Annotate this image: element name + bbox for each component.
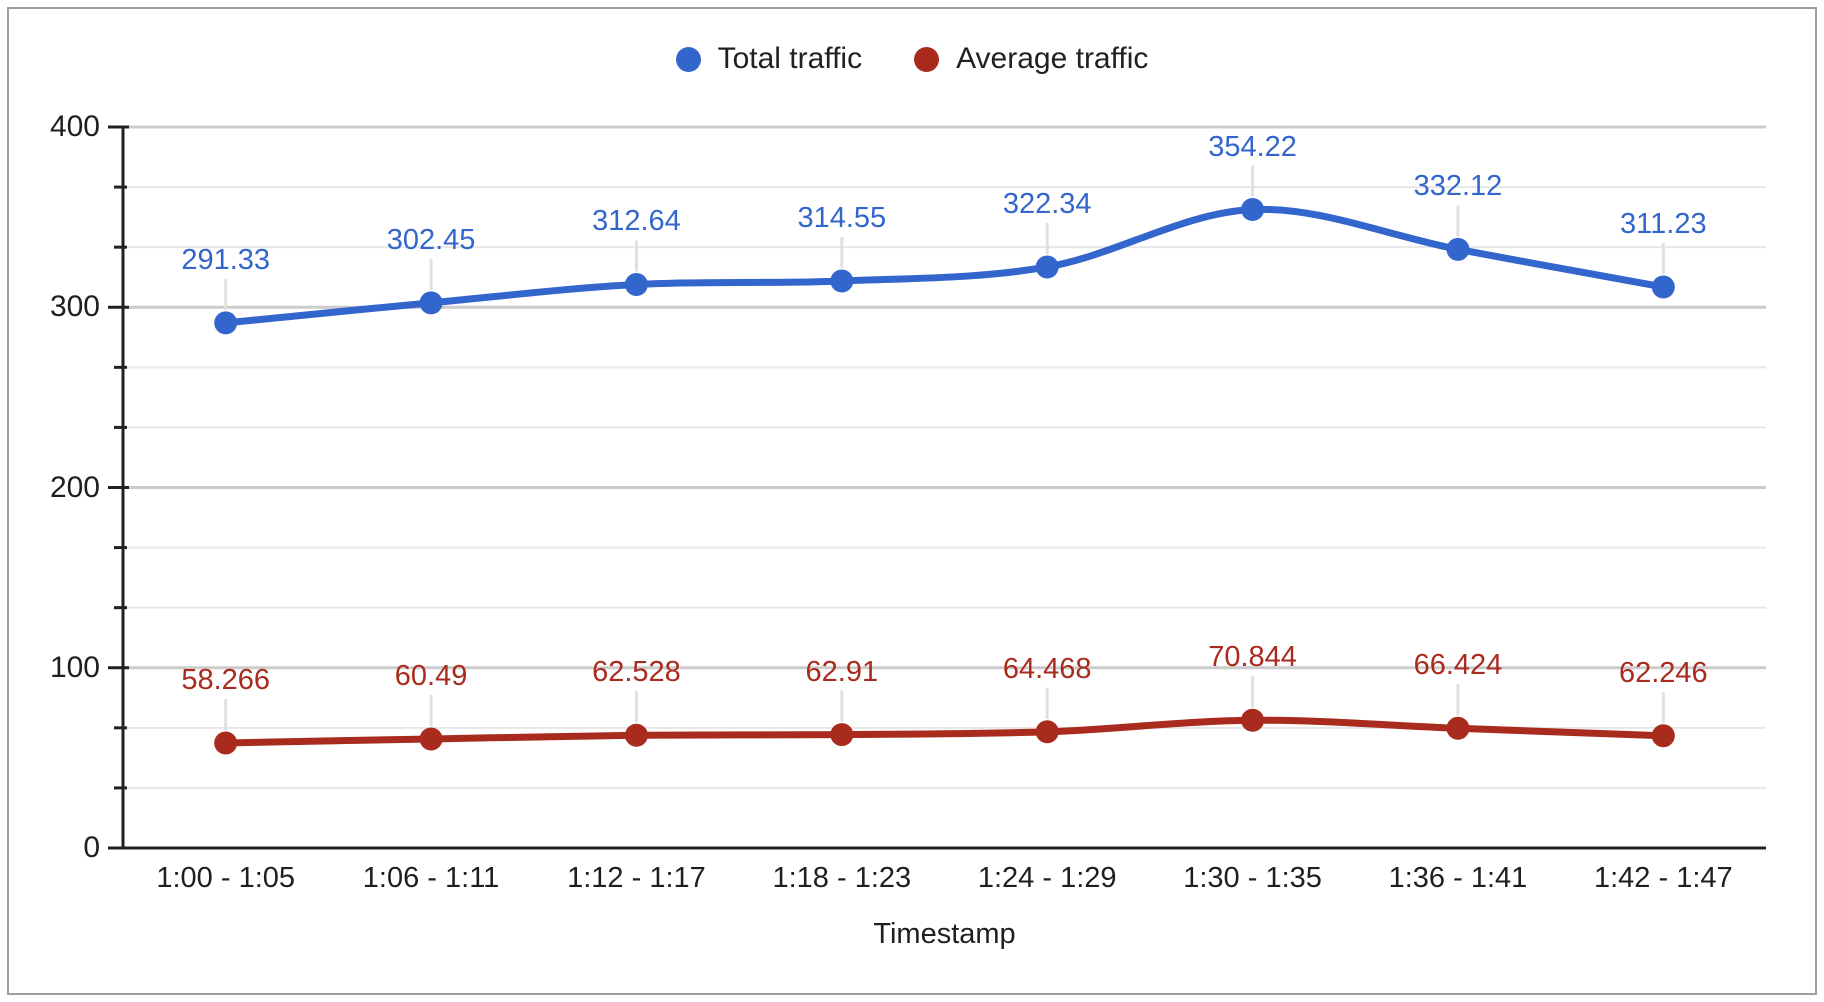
data-point-average-traffic[interactable]	[214, 731, 238, 755]
data-point-total-traffic[interactable]	[1241, 198, 1265, 222]
chart-frame	[7, 7, 1817, 995]
data-point-total-traffic[interactable]	[1035, 255, 1059, 279]
data-point-total-traffic[interactable]	[624, 272, 648, 296]
data-point-average-traffic[interactable]	[1651, 724, 1675, 748]
data-point-average-traffic[interactable]	[624, 723, 648, 747]
data-point-total-traffic[interactable]	[1446, 237, 1470, 261]
legend-item-total-traffic[interactable]: Total traffic	[675, 42, 863, 76]
data-point-average-traffic[interactable]	[1241, 708, 1265, 732]
data-point-total-traffic[interactable]	[214, 311, 238, 335]
x-axis-title: Timestamp	[873, 918, 1016, 950]
data-point-total-traffic[interactable]	[1651, 275, 1675, 299]
chart-legend: Total traffic Average traffic	[0, 42, 1824, 76]
legend-dot-total-traffic-icon	[675, 46, 701, 72]
data-point-average-traffic[interactable]	[830, 723, 854, 747]
legend-dot-average-traffic-icon	[914, 46, 940, 72]
legend-label-average-traffic: Average traffic	[956, 42, 1149, 75]
data-point-total-traffic[interactable]	[830, 269, 854, 293]
legend-label-total-traffic: Total traffic	[717, 42, 863, 75]
series-line-total-traffic	[222, 205, 1667, 327]
legend-item-average-traffic[interactable]: Average traffic	[914, 42, 1148, 76]
data-point-average-traffic[interactable]	[419, 727, 443, 751]
data-point-average-traffic[interactable]	[1446, 716, 1470, 740]
series-line-average-traffic	[222, 716, 1667, 747]
data-point-average-traffic[interactable]	[1035, 720, 1059, 744]
data-point-total-traffic[interactable]	[419, 291, 443, 315]
